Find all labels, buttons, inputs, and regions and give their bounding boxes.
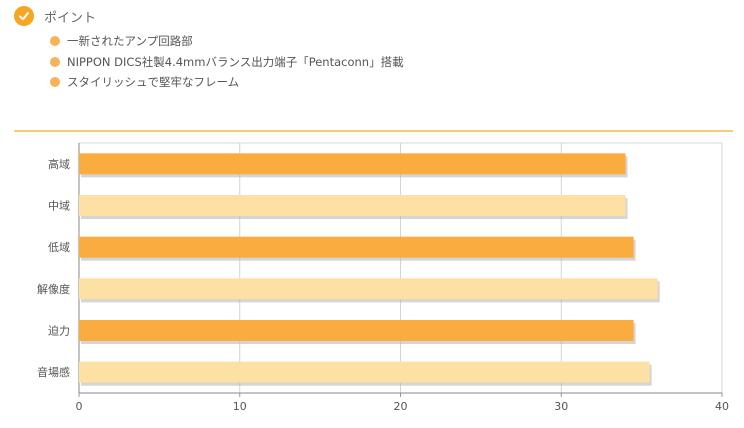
point-text: スタイリッシュで堅牢なフレーム [67,75,240,90]
y-tick-label: 高域 [48,157,70,171]
x-tick-label: 30 [554,400,568,413]
bullet-icon [50,36,60,47]
x-tick-label: 20 [394,400,408,413]
section-title: ポイント [44,10,97,26]
y-tick-label: 解像度 [37,282,70,296]
point-text: 一新されたアンプ回路部 [67,34,193,49]
bullet-icon [50,56,60,67]
list-item: NIPPON DICS社製4.4mmバランス出力端子「Pentaconn」搭載 [50,52,404,73]
x-tick-label: 0 [76,400,83,413]
point-list: 一新されたアンプ回路部 NIPPON DICS社製4.4mmバランス出力端子「P… [50,31,404,93]
y-tick-label: 中域 [48,200,70,213]
bar [79,236,634,258]
list-item: 一新されたアンプ回路部 [50,31,404,52]
bar [79,320,634,341]
section-header: ポイント [14,6,96,26]
list-item: スタイリッシュで堅牢なフレーム [50,72,404,93]
bar [79,153,626,175]
bar [79,195,626,216]
check-icon [14,6,34,26]
y-tick-label: 音場感 [37,365,70,379]
bar [79,361,650,383]
divider [14,130,733,132]
point-text: NIPPON DICS社製4.4mmバランス出力端子「Pentaconn」搭載 [67,54,404,69]
x-tick-label: 10 [233,400,247,413]
x-tick-label: 40 [715,400,729,413]
bar [79,278,658,300]
y-tick-label: 迫力 [48,324,70,338]
bullet-icon [50,77,60,88]
y-tick-label: 低域 [48,241,70,254]
